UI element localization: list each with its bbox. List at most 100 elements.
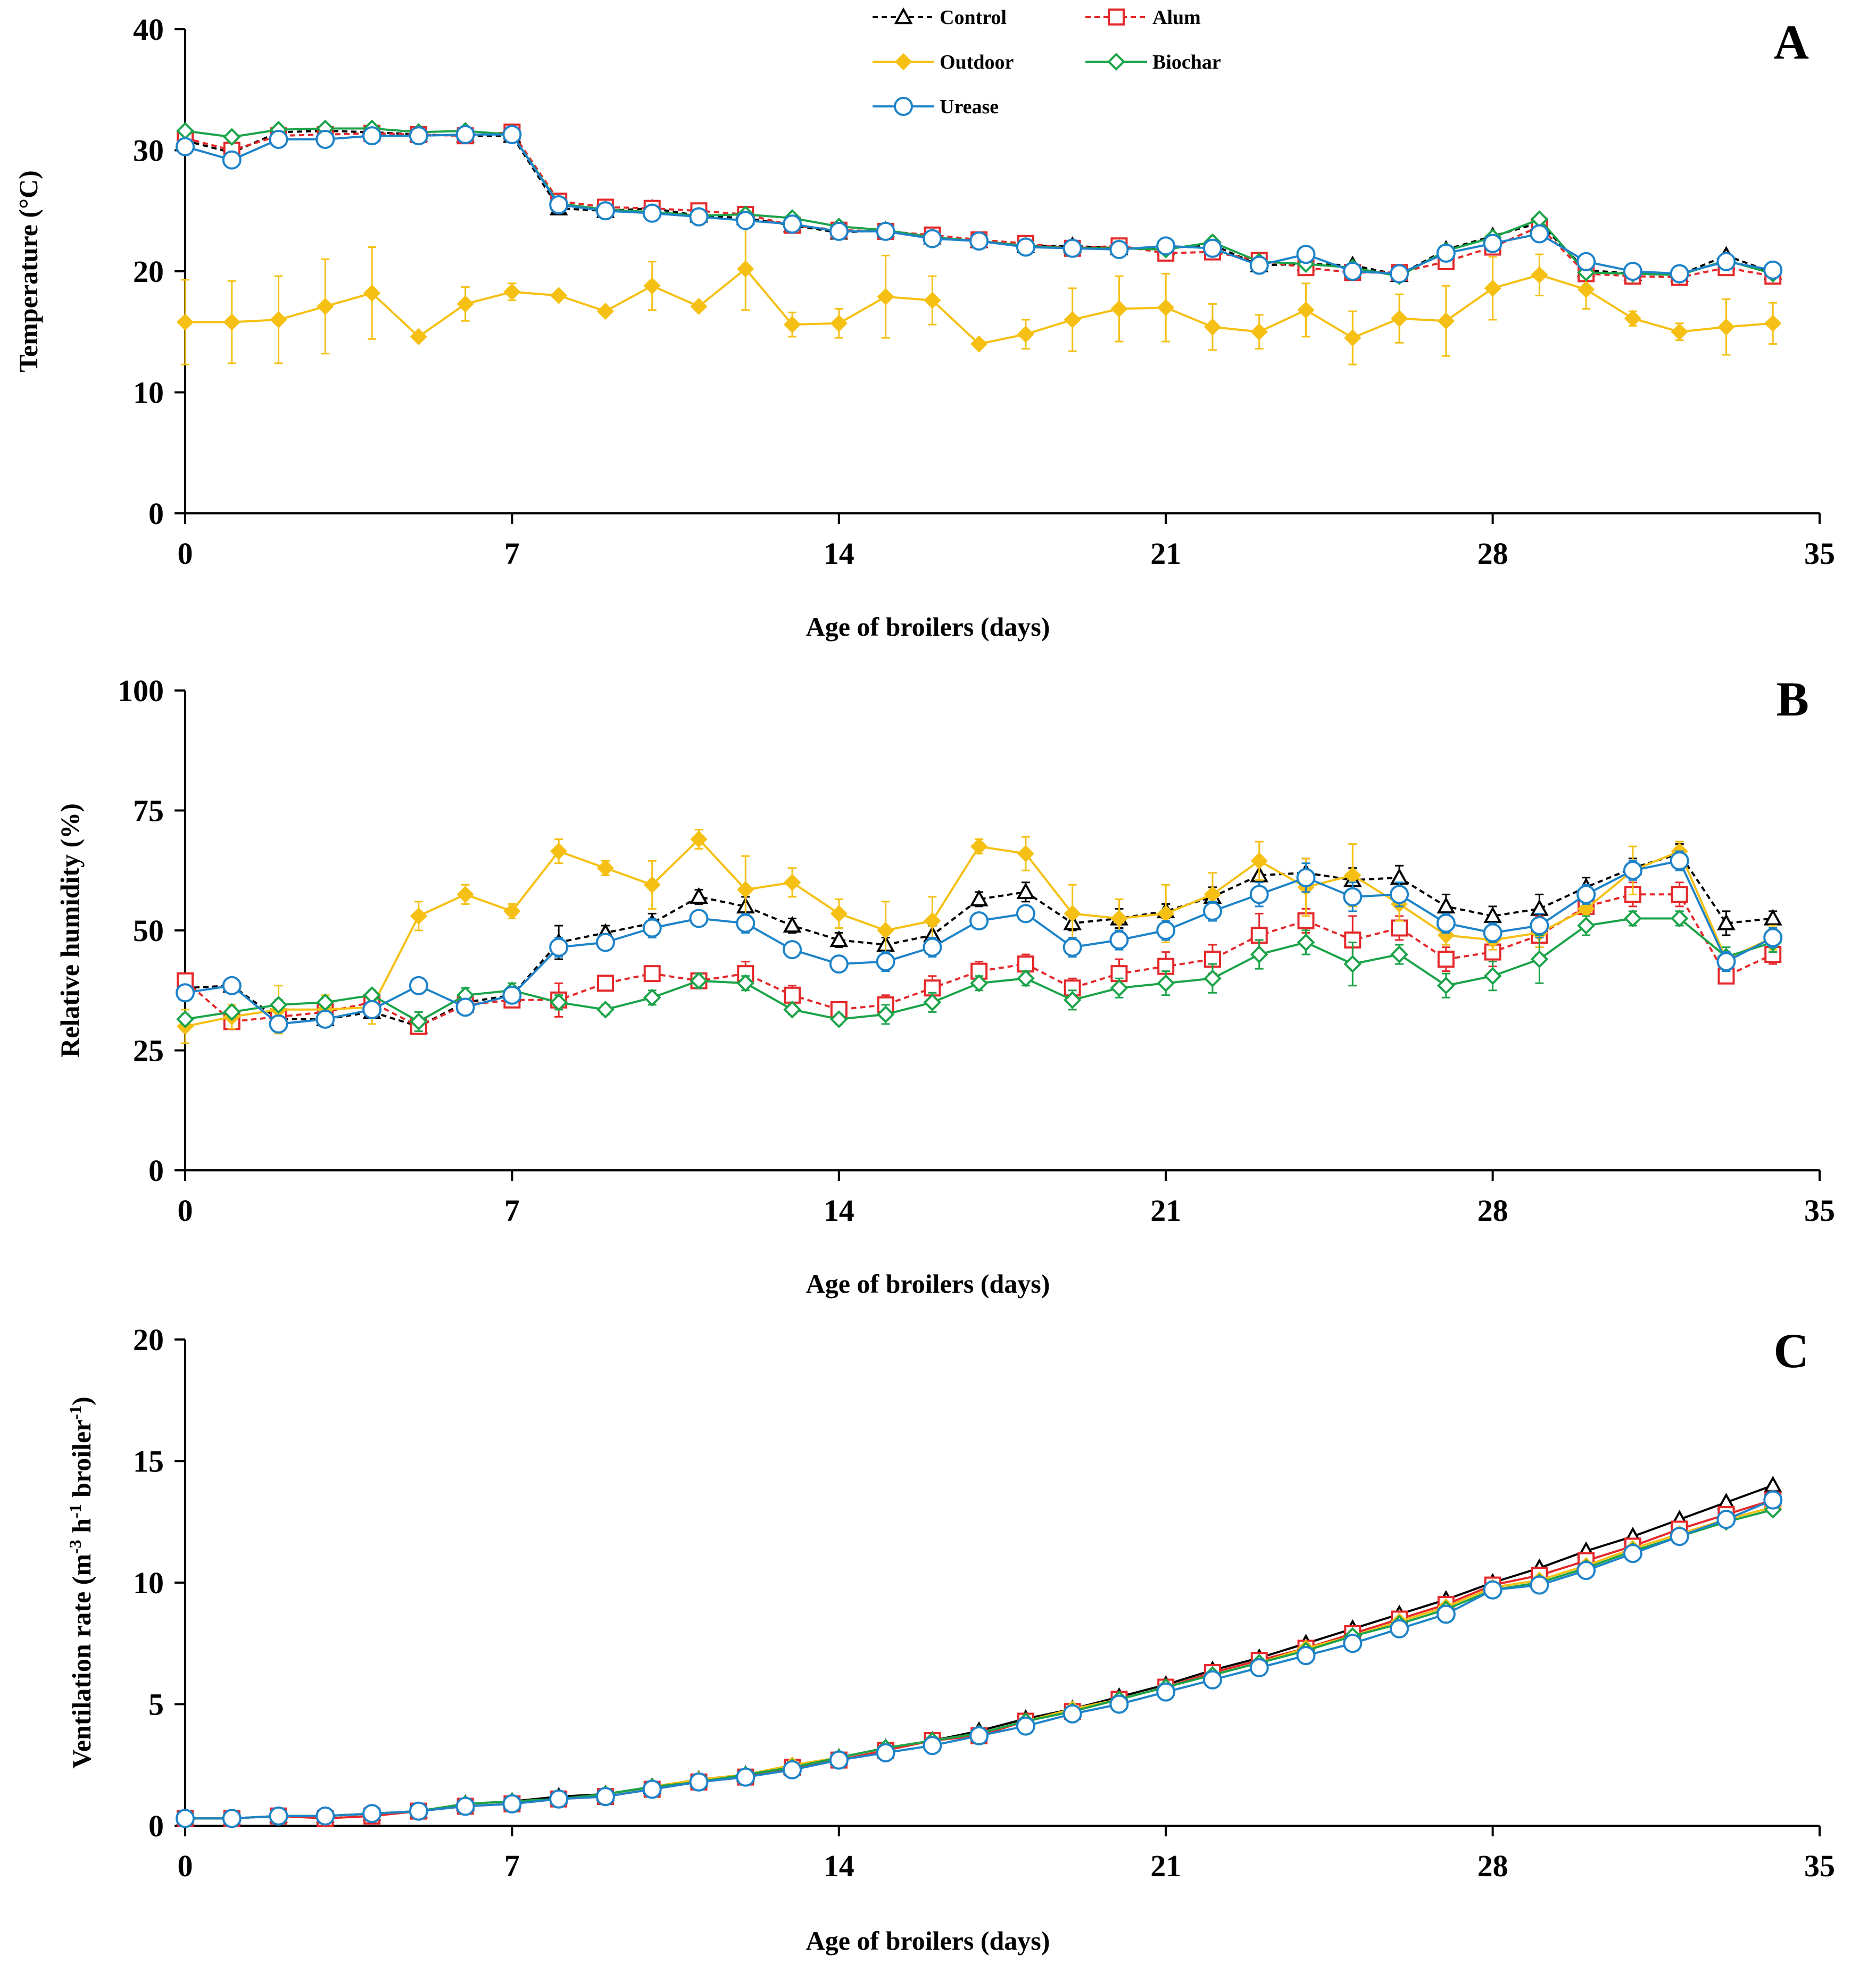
data-point	[829, 930, 849, 947]
data-point	[1110, 979, 1128, 997]
data-point	[1110, 300, 1128, 318]
data-point	[1483, 1580, 1503, 1600]
data-point	[1157, 974, 1175, 993]
data-point	[643, 965, 661, 983]
data-point	[269, 1806, 288, 1826]
data-point	[783, 1760, 802, 1779]
y-tick-label: 0	[148, 1809, 164, 1843]
data-point	[502, 1794, 522, 1813]
data-point	[1344, 329, 1362, 347]
data-point	[1763, 909, 1782, 926]
data-point	[1390, 945, 1408, 963]
data-point	[1157, 905, 1175, 922]
panel-letter: C	[1774, 1324, 1809, 1378]
data-point	[1109, 240, 1129, 260]
data-point	[176, 137, 195, 156]
x-axis-label: Age of broilers (days)	[806, 612, 1050, 642]
data-point	[1109, 1694, 1129, 1714]
x-tick-label: 7	[504, 1193, 520, 1228]
data-point	[1576, 252, 1596, 271]
x-tick-label: 35	[1804, 1849, 1835, 1883]
y-axis-label-superscript: -3	[65, 1540, 85, 1554]
y-tick-label: 0	[148, 1153, 164, 1188]
legend-label: Alum	[1152, 6, 1201, 29]
data-point	[1202, 1670, 1222, 1690]
data-point	[689, 207, 709, 227]
data-point	[689, 909, 709, 928]
x-tick-label: 28	[1477, 1849, 1508, 1883]
data-point	[409, 976, 428, 995]
data-point	[1671, 886, 1688, 903]
data-point	[222, 1003, 241, 1021]
data-point	[1391, 919, 1408, 937]
data-point	[222, 150, 242, 170]
data-point	[455, 1796, 475, 1816]
data-point	[1343, 955, 1362, 973]
data-point	[1483, 923, 1503, 943]
data-point	[1064, 905, 1081, 922]
data-point	[362, 1804, 382, 1824]
y-axis-label: Ventilation rate (m-3 h-1 broiler-1)	[65, 1396, 96, 1768]
data-point	[595, 933, 615, 952]
data-point	[550, 287, 568, 304]
data-point	[550, 993, 568, 1012]
data-point	[877, 921, 894, 939]
series-line	[185, 1508, 1773, 1820]
data-point	[736, 913, 756, 933]
data-point	[1670, 264, 1689, 284]
data-point	[690, 971, 708, 990]
data-point	[455, 124, 475, 144]
data-point	[222, 1809, 242, 1828]
data-point	[176, 313, 194, 331]
data-point	[829, 1750, 849, 1770]
legend-label: Biochar	[1152, 51, 1221, 73]
data-point	[1343, 1634, 1363, 1653]
y-axis-label: Temperature (°C)	[13, 170, 43, 372]
series-line	[185, 852, 1773, 1028]
data-point	[784, 986, 801, 1004]
data-point	[1203, 318, 1222, 336]
legend-label: Urease	[940, 96, 999, 118]
x-tick-label: 14	[824, 1193, 854, 1228]
data-point	[1436, 243, 1456, 263]
series-control	[176, 1476, 1782, 1826]
y-axis-label-superscript: -1	[65, 1504, 85, 1518]
legend-marker	[1107, 53, 1125, 71]
x-tick-label: 0	[178, 536, 193, 571]
data-point	[1483, 234, 1503, 253]
x-tick-label: 0	[178, 1193, 193, 1228]
data-point	[1577, 263, 1595, 282]
data-point	[409, 1801, 428, 1821]
data-point	[643, 988, 661, 1007]
data-point	[830, 905, 848, 922]
y-axis-label-superscript: -1	[65, 1405, 85, 1420]
data-point	[1016, 1716, 1035, 1736]
series-outdoor	[176, 1499, 1782, 1827]
data-point	[1250, 945, 1268, 963]
data-point	[1249, 885, 1269, 904]
data-point	[269, 1014, 288, 1034]
data-point	[969, 889, 989, 906]
legend-marker	[1108, 9, 1125, 26]
x-tick-label: 7	[504, 1849, 520, 1883]
data-point	[1437, 312, 1455, 330]
y-axis-label-part: broiler	[67, 1420, 96, 1504]
series-line	[185, 1506, 1773, 1820]
data-point	[1763, 1476, 1782, 1493]
data-point	[876, 952, 895, 971]
data-point	[362, 1000, 382, 1019]
data-point	[1062, 238, 1082, 258]
data-point	[456, 295, 474, 313]
data-point	[456, 886, 474, 903]
x-tick-label: 7	[504, 536, 520, 571]
data-point	[1716, 1510, 1736, 1529]
x-tick-label: 14	[824, 1849, 854, 1883]
data-point	[1763, 260, 1783, 280]
data-point	[1249, 255, 1269, 275]
data-point	[1249, 1658, 1269, 1677]
y-tick-label: 40	[133, 12, 164, 47]
data-point	[1016, 237, 1035, 257]
data-point	[970, 335, 988, 353]
data-point	[362, 126, 382, 146]
data-point	[1109, 930, 1129, 950]
